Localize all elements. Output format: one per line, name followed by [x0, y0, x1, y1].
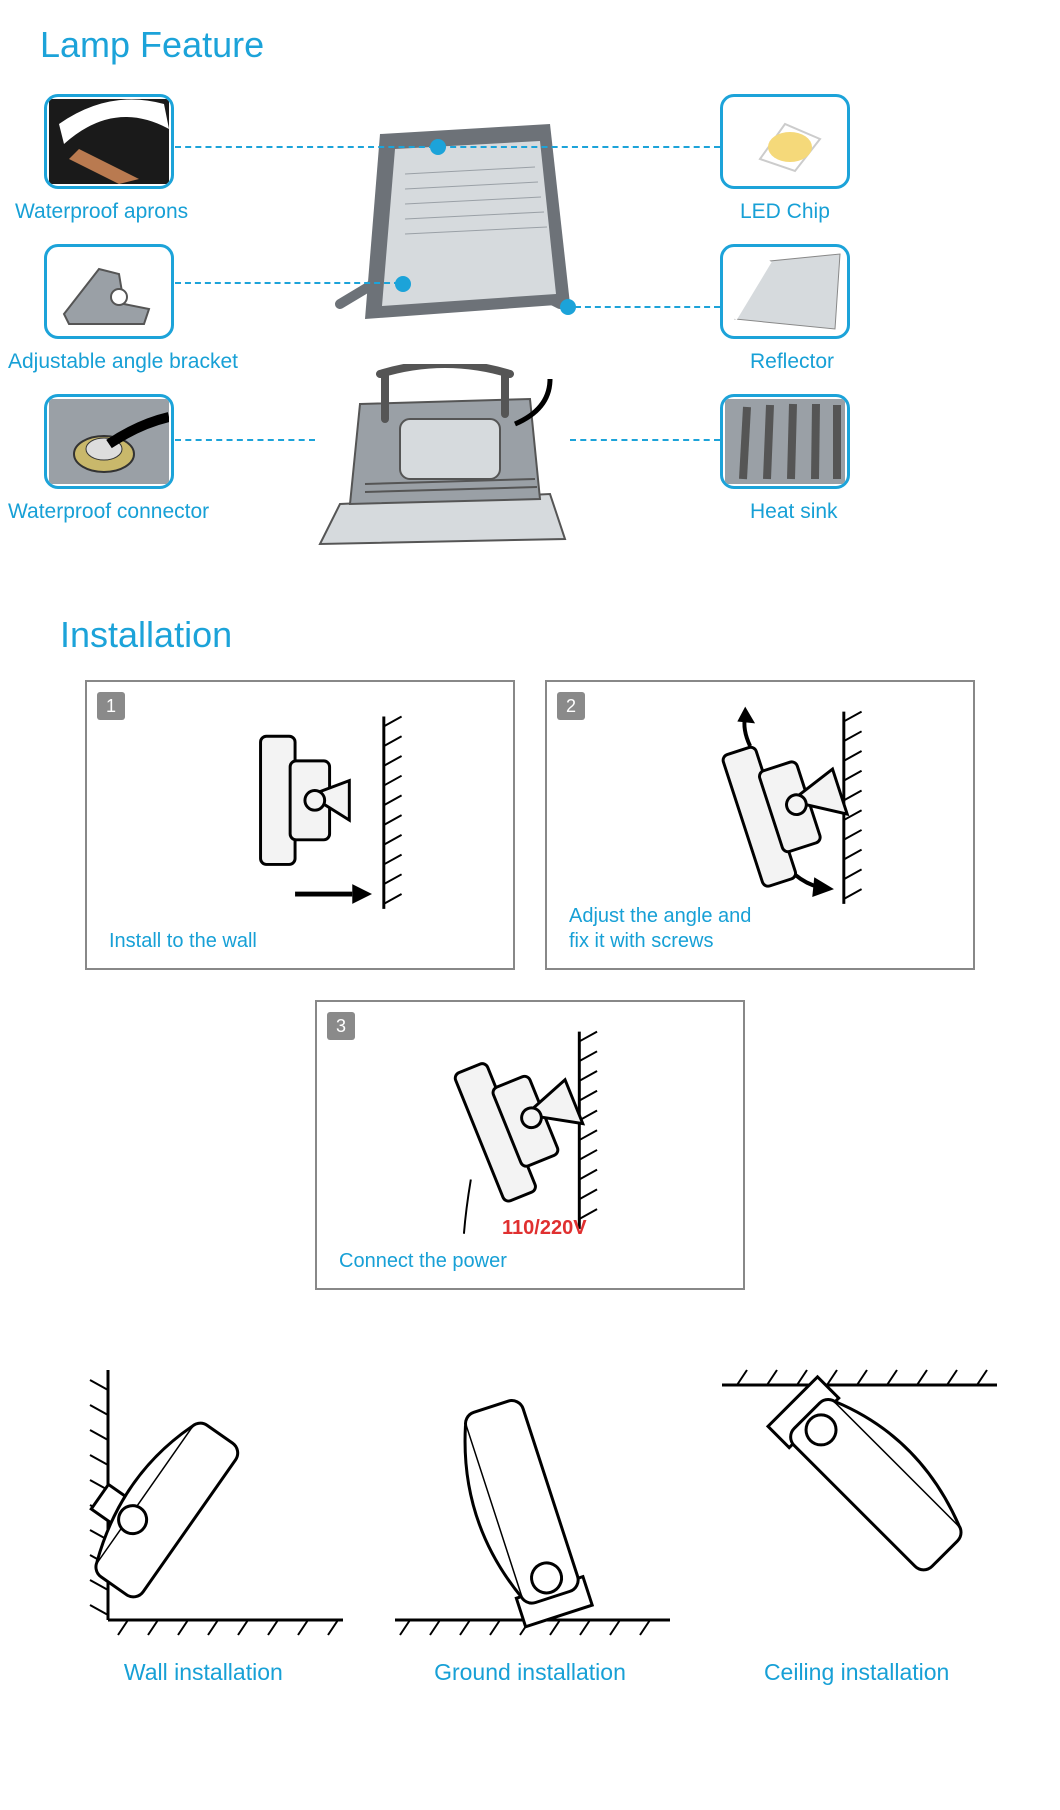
- feature-label: Adjustable angle bracket: [8, 350, 238, 374]
- ground-mount-illustration: [380, 1360, 680, 1640]
- feature-label: Heat sink: [750, 500, 838, 524]
- feature-waterproof-aprons: [44, 94, 174, 189]
- wall-mount-illustration: [53, 1360, 353, 1640]
- mount-ground: Ground installation: [380, 1360, 680, 1686]
- install-step-2: 2 Adjust the angle an: [545, 680, 975, 970]
- ceiling-mount-illustration: [707, 1360, 1007, 1640]
- step1-illustration: [87, 682, 513, 968]
- step-caption: Install to the wall: [109, 929, 257, 954]
- step3-illustration: [317, 1002, 743, 1288]
- floodlight-back-illustration: [300, 364, 580, 549]
- reflector-icon: [725, 249, 845, 334]
- led-chip-icon: [725, 99, 845, 184]
- step-caption: Adjust the angle and fix it with screws: [569, 904, 751, 954]
- voltage-label: 110/220V: [502, 1217, 587, 1240]
- mount-ceiling: Ceiling installation: [707, 1360, 1007, 1686]
- feature-label: Waterproof connector: [8, 500, 209, 524]
- feature-label: LED Chip: [740, 200, 830, 224]
- installation-steps: 1 Install to the wall 2: [0, 680, 1060, 1290]
- feature-waterproof-connector: [44, 394, 174, 489]
- waterproof-aprons-icon: [49, 99, 169, 184]
- installation-title: Installation: [0, 564, 1060, 680]
- feature-label: Waterproof aprons: [15, 200, 188, 224]
- mounting-options: Wall installation Ground installation: [0, 1290, 1060, 1686]
- step-caption: Connect the power: [339, 1249, 507, 1274]
- mount-label: Ground installation: [380, 1645, 680, 1686]
- heat-sink-icon: [725, 399, 845, 484]
- floodlight-front-illustration: [310, 104, 590, 354]
- callout-dot: [395, 276, 411, 292]
- feature-led-chip: [720, 94, 850, 189]
- mount-label: Ceiling installation: [707, 1645, 1007, 1686]
- feature-diagram: Waterproof aprons Adjustable angle brack…: [0, 84, 1060, 564]
- install-step-3: 3 110/220V Connect the power: [315, 1000, 745, 1290]
- feature-adjustable-bracket: [44, 244, 174, 339]
- install-step-1: 1 Install to the wall: [85, 680, 515, 970]
- lamp-feature-title: Lamp Feature: [0, 0, 1060, 84]
- feature-label: Reflector: [750, 350, 834, 374]
- connector-icon: [49, 399, 169, 484]
- feature-reflector: [720, 244, 850, 339]
- callout-dot: [560, 299, 576, 315]
- bracket-icon: [49, 249, 169, 334]
- feature-heat-sink: [720, 394, 850, 489]
- mount-label: Wall installation: [53, 1645, 353, 1686]
- mount-wall: Wall installation: [53, 1360, 353, 1686]
